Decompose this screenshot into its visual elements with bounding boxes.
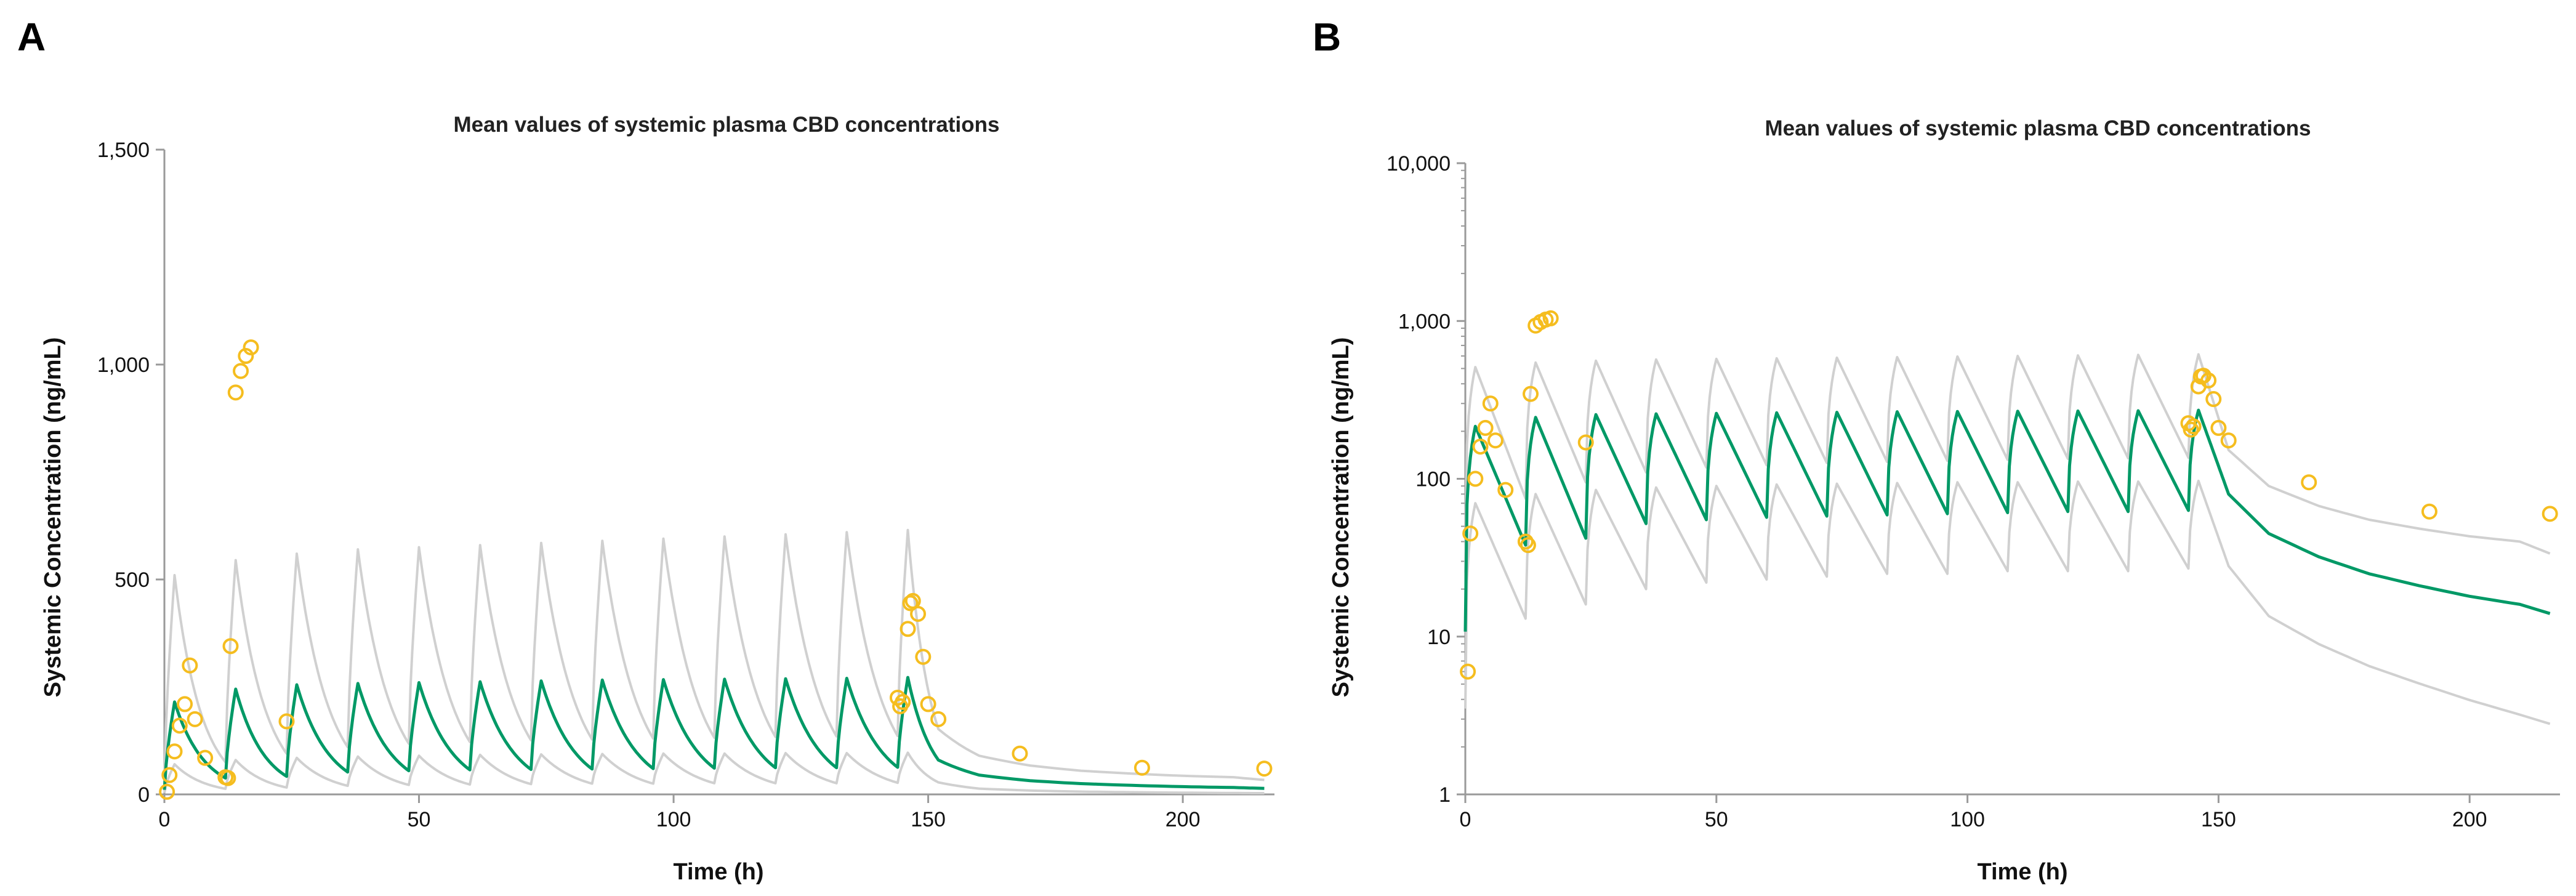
panel-a-observed-point <box>920 696 936 712</box>
panel-a-observed-point <box>233 363 249 379</box>
panel-b-plot <box>1460 310 2558 725</box>
panel-a-y-tick-label: 0 <box>138 783 150 807</box>
panel-b-observed-point <box>2205 391 2222 408</box>
panel-b-observed-point <box>1477 419 1494 436</box>
panel-a-observed-point <box>171 717 188 734</box>
panel-b-observed-point <box>1482 395 1499 412</box>
panel-b-observed-point <box>2195 368 2212 384</box>
panel-b-series-upper-line <box>1464 353 2551 573</box>
panel-a-observed-point <box>278 713 295 730</box>
panel-a-title: Mean values of systemic plasma CBD conce… <box>454 113 1000 137</box>
panel-b-x-tick-label: 100 <box>1950 808 1985 831</box>
panel-b-x-tick-label: 0 <box>1460 808 1471 831</box>
panel-a-observed-point <box>197 749 214 766</box>
panel-a-x-tick-label: 50 <box>408 808 431 831</box>
panel-b-observed-point <box>1462 525 1479 542</box>
panel-a-observed-point <box>187 711 203 727</box>
panel-a-y-tick-label: 1,000 <box>97 353 150 377</box>
panel-b-y-tick-label: 10,000 <box>1387 152 1451 176</box>
panel-a-observed-point <box>902 595 919 611</box>
panel-b-observed-point <box>1523 385 1539 402</box>
panel-a-observed-point <box>900 621 916 637</box>
panel-b-observed-point <box>1577 434 1594 451</box>
panel-a-observed-point <box>895 693 911 710</box>
panel-a-plot <box>159 339 1273 800</box>
panel-a-series-lower-line <box>163 751 1265 794</box>
panel-a-observed-point <box>930 711 947 727</box>
panel-a-y-tick-label: 1,500 <box>97 139 150 162</box>
panel-a-series-median-line <box>163 676 1265 790</box>
panel-a-x-tick-label: 200 <box>1165 808 1201 831</box>
panel-a-y-tick-label: 500 <box>115 568 150 592</box>
panel-b-x-tick-label: 200 <box>2452 808 2487 831</box>
panel-a-y-axis-label: Systemic Concentration (ng/mL) <box>40 337 66 698</box>
panel-a-observed-point <box>159 783 175 800</box>
panel-a-observed-point <box>238 348 254 365</box>
panel-b-observed-point <box>1472 438 1489 455</box>
panel-b-observed-point <box>2542 506 2558 522</box>
panel-a-x-tick-label: 0 <box>159 808 171 831</box>
panel-a-observed-point <box>1256 761 1273 777</box>
panel-b-x-tick-label: 50 <box>1705 808 1728 831</box>
panel-b-observed-point <box>1542 310 1559 326</box>
panel-b-observed-point <box>1467 470 1484 487</box>
panel-b-observed-point <box>2301 474 2317 491</box>
panel-b-x-tick-label: 150 <box>2201 808 2236 831</box>
panel-b-observed-point <box>1460 663 1476 680</box>
panel-a-observed-point <box>177 696 193 712</box>
panel-b-observed-point <box>2210 419 2227 436</box>
panel-letter-b: B <box>1313 15 1341 59</box>
panel-b-y-tick-label: 1 <box>1439 783 1451 807</box>
panel-b-observed-point <box>2200 372 2217 389</box>
panel-a-observed-point <box>161 767 178 783</box>
panel-b-y-tick-label: 10 <box>1427 626 1451 649</box>
panel-b-observed-point <box>1517 533 1534 550</box>
panel-a-observed-point <box>915 648 932 665</box>
panel-a-observed-point <box>243 339 259 356</box>
panel-b-observed-point <box>2421 503 2437 520</box>
panel-a-x-axis-label: Time (h) <box>673 859 763 885</box>
panel-a-series-upper-line <box>163 528 1265 784</box>
panel-b-y-axis-label: Systemic Concentration (ng/mL) <box>1328 337 1354 698</box>
panel-b-series-median-line <box>1463 408 2551 632</box>
panel-a-ticks: 0 500 1,000 1,500 0 50 100 150 200 <box>97 139 1201 831</box>
panel-b-y-tick-label: 100 <box>1415 468 1451 491</box>
panel-b-title: Mean values of systemic plasma CBD conce… <box>1765 116 2311 140</box>
panel-a-observed-point <box>182 657 198 674</box>
panel-b-observed-point <box>2183 421 2199 438</box>
panel-a-observed-point <box>910 605 927 622</box>
panel-a-observed-point <box>166 743 183 760</box>
panel-b-ticks: 1 10 100 1,000 10,000 0 50 100 150 200 <box>1387 152 2487 831</box>
panel-b-observed-point <box>2220 432 2237 449</box>
panel-b-observed-point <box>1487 432 1503 449</box>
panel-a-observed-point <box>227 384 244 401</box>
panel-a-observed-point <box>1133 759 1150 776</box>
panel-a: A Mean values of systemic plasma CBD con… <box>17 15 1274 885</box>
panel-b-series-lower-line <box>1464 479 2551 725</box>
panel-b: B Mean values of systemic plasma CBD con… <box>1313 15 2560 885</box>
panel-letter-a: A <box>17 15 46 59</box>
panel-a-observed-point <box>1012 745 1028 762</box>
panel-b-y-tick-label: 1,000 <box>1398 310 1451 333</box>
panel-b-x-axis-label: Time (h) <box>1977 859 2067 885</box>
panel-a-x-tick-label: 100 <box>656 808 691 831</box>
panel-b-observed-point <box>1519 537 1536 554</box>
panel-a-observed-point <box>220 770 236 786</box>
panel-a-observed-point <box>222 638 239 655</box>
panel-a-x-tick-label: 150 <box>911 808 946 831</box>
panel-b-observed-point <box>2185 418 2202 435</box>
panel-b-observed-point <box>1497 482 1514 498</box>
